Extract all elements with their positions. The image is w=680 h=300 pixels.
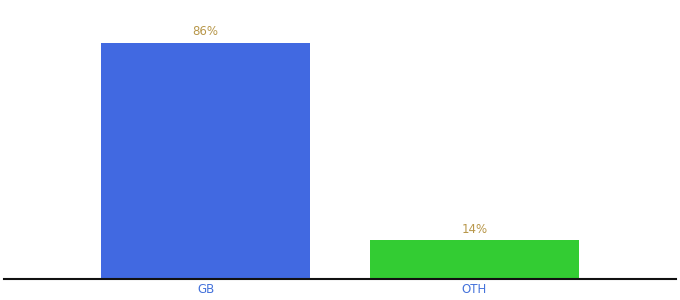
Bar [101,43,310,279]
Bar [370,240,579,279]
Text: 14%: 14% [461,223,488,236]
Text: 86%: 86% [192,26,219,38]
